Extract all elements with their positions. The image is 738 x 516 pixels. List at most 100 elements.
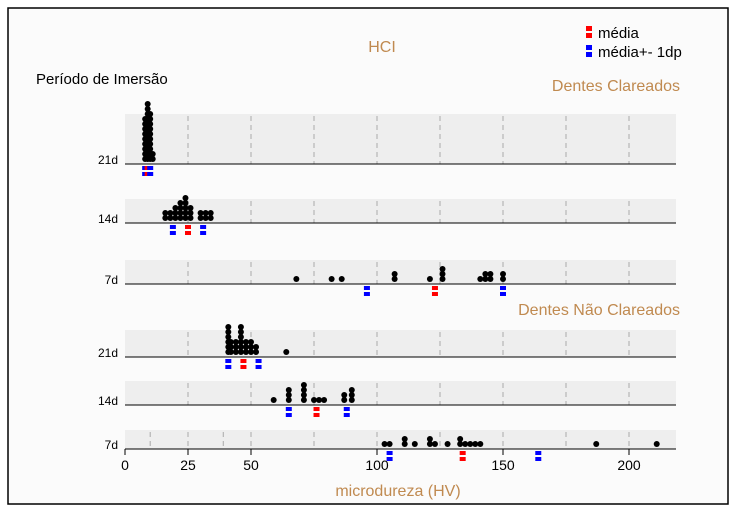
data-point: [457, 436, 464, 442]
sd-high-marker: [255, 359, 262, 363]
chart-title: HCI: [368, 39, 396, 56]
data-point: [182, 205, 189, 211]
data-point: [227, 349, 234, 355]
data-point: [653, 441, 660, 447]
data-point: [316, 397, 323, 403]
data-point: [147, 141, 154, 147]
data-point: [487, 271, 494, 277]
data-point: [182, 210, 189, 216]
data-point: [237, 324, 244, 330]
data-point: [237, 329, 244, 335]
data-point: [227, 339, 234, 345]
data-point: [147, 111, 154, 117]
plot-frame: [7, 7, 729, 505]
data-point: [426, 436, 433, 442]
data-point: [149, 156, 156, 162]
data-point: [285, 397, 292, 403]
data-point: [242, 344, 249, 350]
data-point: [482, 271, 489, 277]
y-axis-label: Período de Imersão: [36, 71, 168, 88]
data-point: [338, 276, 345, 282]
data-point: [147, 121, 154, 127]
sd-high-marker: [500, 292, 506, 296]
mean-marker: [431, 286, 438, 290]
sd-low-marker: [363, 292, 370, 296]
data-point: [348, 387, 355, 393]
data-point: [472, 441, 479, 447]
sd-low-marker: [285, 407, 292, 411]
data-point: [225, 334, 232, 340]
data-point: [172, 205, 179, 211]
row-label: 21d: [98, 346, 118, 360]
data-point: [321, 397, 328, 403]
legend-label: média: [598, 25, 640, 42]
data-point: [477, 441, 484, 447]
mean-marker: [459, 457, 466, 461]
data-point: [172, 215, 179, 221]
x-tick-label: 200: [617, 457, 641, 473]
data-point: [300, 387, 307, 393]
mean-marker: [185, 231, 191, 235]
data-point: [147, 131, 154, 137]
row-label: 14d: [98, 394, 118, 408]
data-point: [187, 210, 194, 216]
legend: média média+- 1dp: [586, 25, 682, 61]
data-point: [162, 210, 169, 216]
data-point: [477, 276, 484, 282]
sd-low-marker: [169, 231, 176, 235]
data-point: [457, 441, 464, 447]
data-point: [439, 276, 446, 282]
data-point: [426, 441, 433, 447]
data-point: [149, 151, 156, 157]
sd-low-marker: [386, 451, 393, 455]
data-point: [147, 146, 154, 152]
data-point: [341, 392, 348, 398]
data-point: [232, 339, 239, 345]
data-point: [147, 126, 154, 132]
data-point: [391, 271, 398, 277]
sd-high-marker: [535, 457, 542, 461]
data-point: [270, 397, 277, 403]
data-point: [500, 271, 506, 277]
data-point: [381, 441, 388, 447]
data-point: [444, 441, 451, 447]
data-point: [248, 344, 254, 350]
data-point: [401, 436, 408, 442]
x-tick-label: 100: [365, 457, 389, 473]
data-point: [187, 205, 194, 211]
data-point: [182, 200, 189, 206]
data-point: [227, 344, 234, 350]
mean-marker: [240, 365, 247, 369]
data-point: [162, 215, 169, 221]
data-point: [487, 276, 494, 282]
row-band: [125, 114, 676, 164]
data-point: [439, 266, 446, 272]
data-point: [285, 392, 292, 398]
data-point: [593, 441, 600, 447]
data-point: [386, 441, 393, 447]
row-label: 7d: [105, 438, 118, 452]
data-point: [242, 349, 249, 355]
data-point: [182, 215, 189, 221]
sd-high-marker: [200, 225, 207, 229]
data-point: [237, 349, 244, 355]
data-point: [328, 276, 335, 282]
data-point: [248, 349, 254, 355]
data-point: [300, 392, 307, 398]
data-point: [197, 215, 204, 221]
row-label: 14d: [98, 212, 118, 226]
data-point: [177, 205, 184, 211]
data-point: [237, 334, 244, 340]
row-band: [125, 381, 676, 405]
legend-swatch: [586, 52, 592, 57]
sd-high-marker: [343, 413, 350, 417]
data-point: [232, 344, 239, 350]
mean-marker: [313, 413, 320, 417]
data-point: [202, 215, 209, 221]
sd-high-marker: [500, 286, 506, 290]
data-point: [348, 397, 355, 403]
data-point: [207, 215, 214, 221]
legend-swatch: [586, 26, 592, 31]
x-tick-label: 0: [121, 457, 129, 473]
